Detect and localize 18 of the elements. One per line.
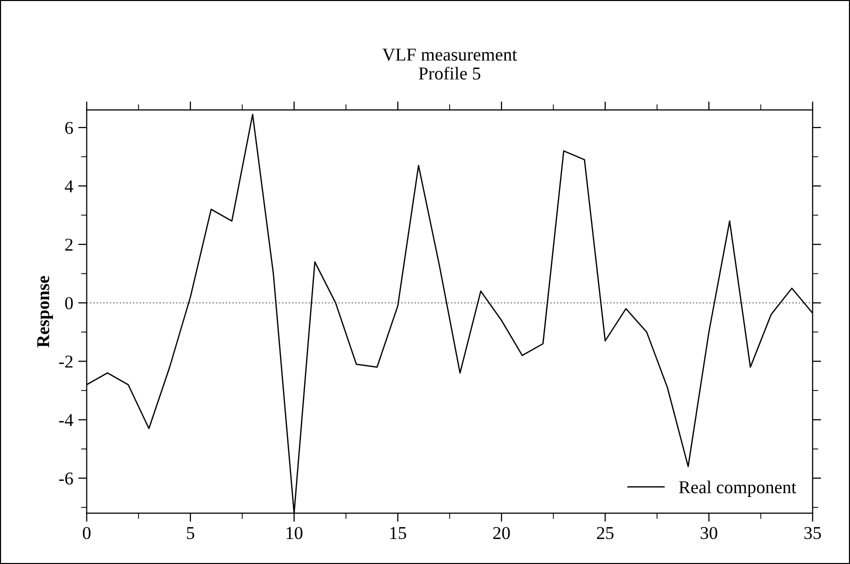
x-tick-label: 0 [82, 526, 91, 540]
y-tick-label: -2 [59, 356, 73, 368]
y-axis-title: Response [37, 276, 53, 348]
y-tick-label: 4 [64, 180, 74, 192]
x-tick-label: 30 [700, 526, 718, 540]
y-tick-label: -4 [59, 414, 74, 426]
chart-title: VLF measurement Profile 5 [382, 48, 517, 80]
y-tick-label: 6 [65, 122, 73, 134]
x-tick-label: 25 [596, 527, 614, 540]
y-tick-label: -6 [59, 472, 73, 485]
y-tick-label: 2 [65, 238, 73, 251]
x-tick-label: 10 [286, 526, 302, 540]
legend-label: Real component [679, 480, 796, 497]
x-tick-label: 20 [493, 526, 510, 540]
x-tick-label: 35 [804, 527, 821, 540]
y-tick-label: 0 [65, 297, 73, 310]
x-tick-label: 15 [390, 527, 406, 540]
x-tick-label: 5 [186, 527, 194, 540]
